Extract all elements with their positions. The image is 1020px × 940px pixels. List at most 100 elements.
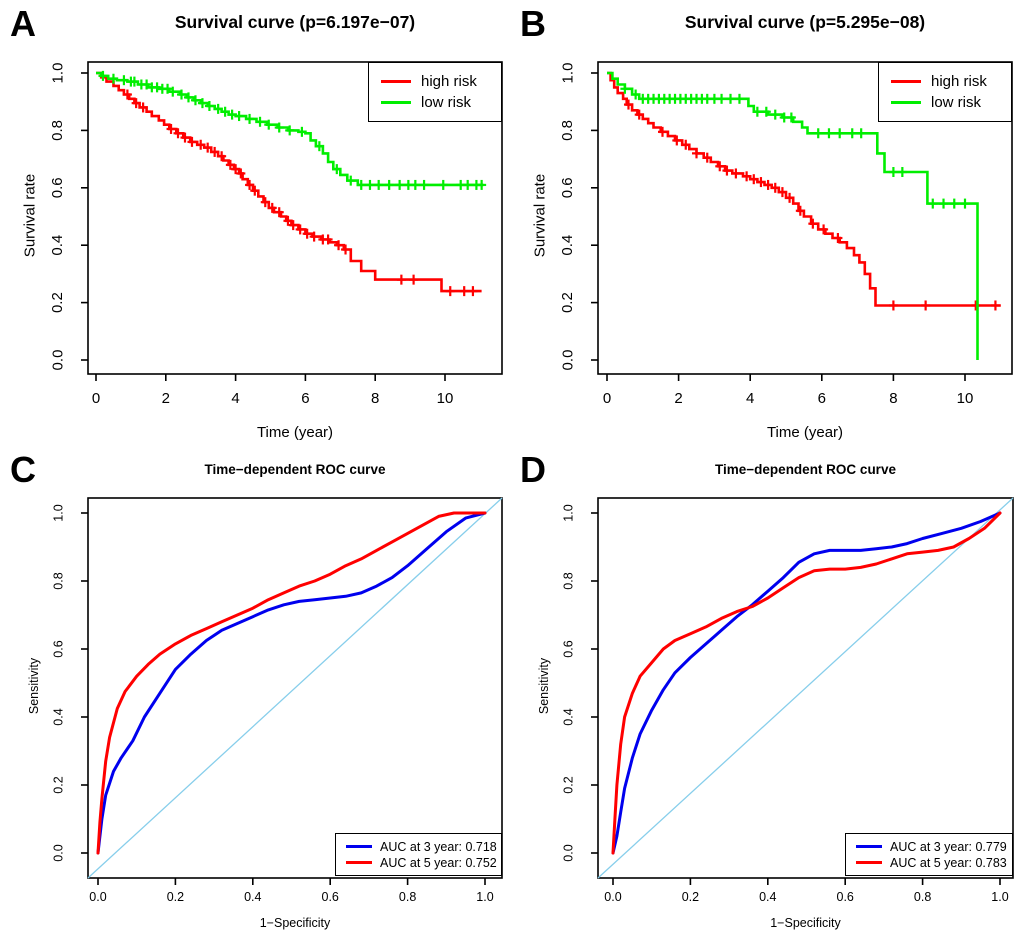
panel-c-title: Time−dependent ROC curve (204, 462, 386, 477)
y-tick-label: 0.8 (49, 120, 66, 141)
legend-label: AUC at 3 year: 0.779 (890, 839, 1007, 854)
panel-a-xlabel: Time (year) (256, 424, 334, 441)
legend-line-swatch (381, 101, 411, 104)
diagonal-reference-line (597, 497, 1014, 879)
x-tick-label: 0.8 (914, 890, 931, 904)
y-tick-label: 0.4 (561, 708, 575, 725)
x-tick-label: 0.6 (837, 890, 854, 904)
x-tick-label: 2 (162, 390, 170, 407)
x-tick-label: 4 (231, 390, 239, 407)
y-tick-label: 0.0 (49, 350, 66, 371)
roc-curve (611, 511, 1002, 855)
legend-label: AUC at 5 year: 0.783 (890, 855, 1007, 870)
panel-b-legend: high risk low risk (878, 62, 1012, 122)
x-tick-label: 10 (957, 390, 974, 407)
legend-line-swatch (856, 860, 882, 865)
panel-b-title: Survival curve (p=5.295e−08) (684, 12, 926, 32)
y-tick-label: 0.8 (559, 120, 576, 141)
panel-d-letter: D (520, 449, 546, 490)
legend-item: low risk (369, 94, 501, 111)
y-tick-label: 1.0 (49, 63, 66, 84)
legend-line-swatch (891, 80, 921, 83)
y-tick-label: 0.2 (559, 292, 576, 313)
y-tick-label: 0.6 (559, 177, 576, 198)
roc-curve (96, 511, 487, 855)
legend-item: low risk (879, 94, 1011, 111)
x-tick-label: 0.2 (167, 890, 184, 904)
panel-b-xlabel: Time (year) (766, 424, 844, 441)
legend-label: AUC at 3 year: 0.718 (380, 839, 497, 854)
y-tick-label: 1.0 (559, 63, 576, 84)
y-tick-label: 0.4 (51, 708, 65, 725)
x-tick-label: 0.0 (89, 890, 106, 904)
x-tick-label: 8 (371, 390, 379, 407)
y-tick-label: 0.0 (559, 350, 576, 371)
panel-c-xlabel: 1−Specificity (259, 916, 331, 930)
panel-a-legend: high risk low risk (368, 62, 502, 122)
x-tick-label: 0.2 (682, 890, 699, 904)
y-tick-label: 1.0 (561, 504, 575, 521)
roc-curve (611, 511, 1002, 855)
legend-item: high risk (369, 73, 501, 90)
x-tick-label: 0 (603, 390, 611, 407)
panel-d-legend: AUC at 3 year: 0.779 AUC at 5 year: 0.783 (845, 833, 1013, 876)
legend-line-swatch (891, 101, 921, 104)
legend-label: high risk (931, 73, 987, 90)
y-tick-label: 0.6 (51, 640, 65, 657)
x-tick-label: 0.4 (244, 890, 261, 904)
x-tick-label: 1.0 (991, 890, 1008, 904)
y-tick-label: 0.6 (49, 177, 66, 198)
x-tick-label: 4 (746, 390, 754, 407)
panel-a-title: Survival curve (p=6.197e−07) (174, 12, 416, 32)
x-tick-label: 2 (674, 390, 682, 407)
x-tick-label: 6 (818, 390, 826, 407)
legend-label: low risk (931, 94, 982, 111)
roc-curve (96, 511, 487, 855)
legend-line-swatch (856, 844, 882, 849)
legend-item: AUC at 3 year: 0.718 (336, 840, 501, 854)
x-tick-label: 0.8 (399, 890, 416, 904)
panel-c-legend: AUC at 3 year: 0.718 AUC at 5 year: 0.752 (335, 833, 502, 876)
legend-line-swatch (346, 860, 372, 865)
y-tick-label: 0.2 (49, 292, 66, 313)
legend-label: AUC at 5 year: 0.752 (380, 855, 497, 870)
y-tick-label: 0.0 (561, 844, 575, 861)
panel-c-letter: C (10, 449, 36, 490)
y-tick-label: 0.4 (559, 235, 576, 256)
y-tick-label: 0.4 (49, 235, 66, 256)
y-tick-label: 0.2 (561, 776, 575, 793)
x-tick-label: 0.4 (759, 890, 776, 904)
y-tick-label: 0.2 (51, 776, 65, 793)
legend-item: AUC at 5 year: 0.752 (336, 856, 501, 870)
x-tick-label: 10 (437, 390, 454, 407)
y-tick-label: 0.0 (51, 844, 65, 861)
diagonal-reference-line (87, 497, 503, 879)
x-tick-label: 6 (301, 390, 309, 407)
plot-box-a (87, 61, 503, 375)
plot-box-d (597, 497, 1014, 879)
y-tick-label: 0.8 (51, 572, 65, 589)
legend-item: AUC at 5 year: 0.783 (846, 856, 1012, 870)
plot-box-c (87, 497, 503, 879)
x-tick-label: 0.0 (604, 890, 621, 904)
panel-a-letter: A (10, 3, 36, 44)
legend-item: AUC at 3 year: 0.779 (846, 840, 1012, 854)
y-tick-label: 1.0 (51, 504, 65, 521)
panel-d-title: Time−dependent ROC curve (715, 462, 896, 477)
legend-line-swatch (346, 844, 372, 849)
legend-item: high risk (879, 73, 1011, 90)
legend-label: high risk (421, 73, 477, 90)
x-tick-label: 0 (92, 390, 100, 407)
x-tick-label: 0.6 (322, 890, 339, 904)
panel-d-xlabel: 1−Specificity (770, 916, 841, 930)
panel-b-letter: B (520, 3, 546, 44)
x-tick-label: 1.0 (476, 890, 493, 904)
legend-label: low risk (421, 94, 472, 111)
legend-line-swatch (381, 80, 411, 83)
plot-box-b (597, 61, 1013, 375)
y-tick-label: 0.6 (561, 640, 575, 657)
x-tick-label: 8 (889, 390, 897, 407)
y-tick-label: 0.8 (561, 572, 575, 589)
